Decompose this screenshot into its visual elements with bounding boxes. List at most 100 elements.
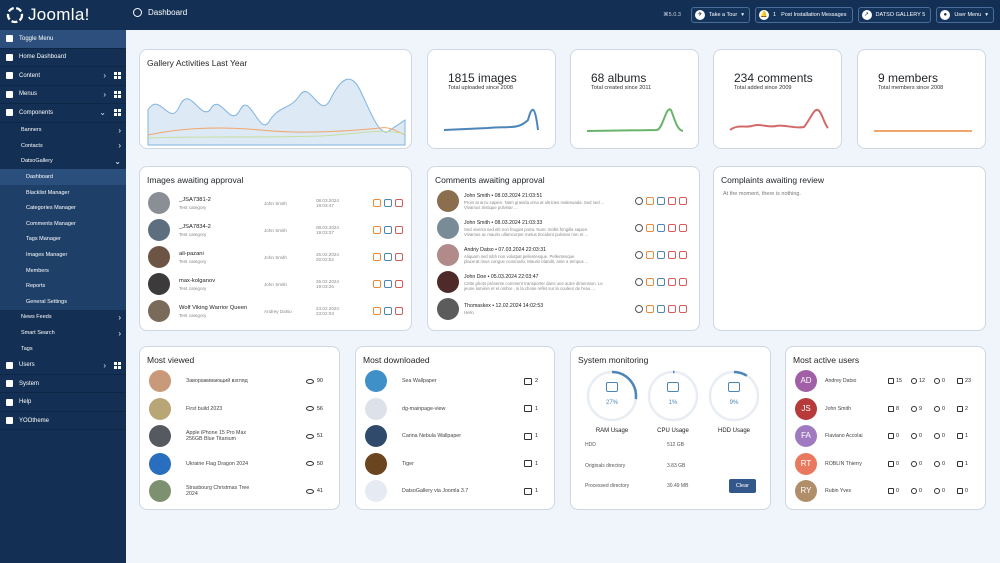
sidebar-subitem-tags[interactable]: Tags: [0, 341, 126, 357]
viewed-name[interactable]: Strasbourg Christmas Tree: [186, 485, 250, 491]
image-row[interactable]: Wolf Viking Warrior Queen Test category An…: [148, 298, 403, 324]
user-name[interactable]: ROBLIN Thierry: [825, 460, 862, 467]
user-name[interactable]: Flaviano Accolai: [825, 433, 863, 439]
dashboard-grid-icon[interactable]: [114, 90, 121, 98]
image-thumbnail[interactable]: [148, 246, 170, 268]
approve-icon[interactable]: [373, 280, 381, 288]
viewed-row[interactable]: Ukraine Flag Dragon 2024 50: [149, 451, 323, 477]
viewed-thumbnail[interactable]: [149, 397, 171, 420]
delete-icon[interactable]: [668, 278, 676, 286]
sidebar-gallery-images[interactable]: Images Manager: [0, 247, 126, 263]
edit-icon[interactable]: [657, 278, 665, 286]
reject-icon[interactable]: [395, 253, 403, 261]
edit-icon[interactable]: [657, 251, 665, 259]
sidebar-gallery-settings[interactable]: General Settings: [0, 294, 126, 310]
viewed-row[interactable]: Apple iPhone 15 Pro Max 256GB Blue Titani…: [149, 423, 323, 449]
image-name[interactable]: _JSA7381-2: [179, 196, 211, 203]
info-icon[interactable]: [635, 224, 643, 232]
viewed-row[interactable]: First build 2023 56: [149, 396, 323, 422]
user-row[interactable]: FA Flaviano Accolai 0 0 0 1: [795, 423, 975, 449]
info-icon[interactable]: [635, 278, 643, 286]
dashboard-grid-icon[interactable]: [114, 361, 121, 369]
approve-icon[interactable]: [646, 305, 654, 313]
edit-icon[interactable]: [657, 305, 665, 313]
downloaded-name[interactable]: Sea Wallpaper: [402, 378, 437, 384]
user-name[interactable]: Andrey Datso: [825, 378, 857, 384]
block-user-icon[interactable]: [679, 197, 687, 205]
approve-icon[interactable]: [646, 251, 654, 259]
info-icon[interactable]: [635, 305, 643, 313]
sidebar-subitem-smart-search[interactable]: Smart Search ›: [0, 325, 126, 341]
downloaded-name[interactable]: dg-mainpage-view: [402, 405, 446, 412]
view-icon[interactable]: [384, 199, 392, 207]
reject-icon[interactable]: [395, 199, 403, 207]
downloaded-thumbnail[interactable]: [365, 425, 387, 447]
delete-icon[interactable]: [668, 197, 676, 205]
delete-icon[interactable]: [668, 224, 676, 232]
take-tour-button[interactable]: ✈ Take a Tour ▾: [690, 7, 750, 23]
sidebar-gallery-comments[interactable]: Comments Manager: [0, 216, 126, 232]
edit-icon[interactable]: [657, 197, 665, 205]
image-row[interactable]: ali-pazani Test category John Smith 26.02.2…: [148, 244, 403, 270]
downloaded-thumbnail[interactable]: [365, 452, 387, 475]
downloaded-name[interactable]: Tiger: [402, 460, 414, 467]
downloaded-row[interactable]: DatsoGallery via Joomla 3.7 1: [365, 478, 538, 504]
downloaded-name[interactable]: DatsoGallery via Joomla 3.7: [402, 488, 469, 494]
image-thumbnail[interactable]: [148, 273, 170, 295]
sidebar-gallery-tags[interactable]: Tags Manager: [0, 231, 126, 248]
reject-icon[interactable]: [395, 280, 403, 288]
image-thumbnail[interactable]: [148, 219, 170, 241]
image-name[interactable]: max-kolganov: [179, 277, 216, 284]
block-user-icon[interactable]: [679, 305, 687, 313]
user-name[interactable]: John Smith: [825, 405, 851, 412]
user-row[interactable]: RY Rubin Yves 0 0 0 0: [795, 478, 975, 504]
user-row[interactable]: JS John Smith 8 9 0 2: [795, 396, 975, 422]
sidebar-subitem-datsogallery[interactable]: DatsoGallery ⌄: [0, 154, 126, 170]
view-icon[interactable]: [384, 253, 392, 261]
user-avatar[interactable]: JS: [795, 397, 817, 420]
approve-icon[interactable]: [373, 226, 381, 234]
dashboard-grid-icon[interactable]: [114, 72, 121, 80]
delete-icon[interactable]: [668, 251, 676, 259]
approve-icon[interactable]: [646, 278, 654, 286]
viewed-row[interactable]: Strasbourg Christmas Tree 2024 41: [149, 478, 323, 504]
info-icon[interactable]: [635, 251, 643, 259]
sidebar-subitem-banners[interactable]: Banners ›: [0, 123, 126, 139]
viewed-thumbnail[interactable]: [149, 452, 171, 475]
viewed-name[interactable]: Ukraine Flag Dragon 2024: [186, 460, 249, 467]
viewed-name[interactable]: First build 2023: [186, 405, 223, 412]
image-thumbnail[interactable]: [148, 192, 170, 214]
site-link-button[interactable]: ↗ DATSO GALLERY 5: [857, 7, 932, 23]
downloaded-row[interactable]: Sea Wallpaper 2: [365, 368, 538, 394]
user-row[interactable]: AD Andrey Datso 15 12 0 23: [795, 368, 975, 394]
user-avatar[interactable]: FA: [795, 425, 817, 447]
edit-icon[interactable]: [657, 224, 665, 232]
image-thumbnail[interactable]: [148, 300, 170, 322]
delete-icon[interactable]: [668, 305, 676, 313]
user-menu-button[interactable]: ● User Menu ▾: [936, 7, 994, 23]
view-icon[interactable]: [384, 307, 392, 315]
user-row[interactable]: RT ROBLIN Thierry 0 0 0 1: [795, 451, 975, 477]
approve-icon[interactable]: [373, 307, 381, 315]
viewed-thumbnail[interactable]: [149, 370, 171, 392]
viewed-thumbnail[interactable]: [149, 425, 171, 447]
viewed-name[interactable]: Завораживающий взгляд: [186, 378, 248, 384]
sidebar-gallery-reports[interactable]: Reports: [0, 278, 126, 295]
image-name[interactable]: Wolf Viking Warrior Queen: [179, 304, 248, 311]
downloaded-row[interactable]: Tiger 1: [365, 451, 538, 477]
sidebar-gallery-members[interactable]: Members: [0, 262, 126, 279]
sidebar-item-components[interactable]: Components ⌄: [0, 104, 126, 123]
sidebar-item-content[interactable]: Content ›: [0, 67, 126, 86]
image-name[interactable]: ali-pazani: [179, 250, 204, 257]
sidebar-gallery-blacklist[interactable]: Blacklist Manager: [0, 184, 126, 201]
sidebar-gallery-dashboard[interactable]: Dashboard: [0, 169, 126, 185]
dashboard-grid-icon[interactable]: [114, 109, 121, 117]
approve-icon[interactable]: [373, 199, 381, 207]
post-install-button[interactable]: 🔔 1 Post Installation Messages: [755, 7, 853, 23]
view-icon[interactable]: [384, 226, 392, 234]
approve-icon[interactable]: [373, 253, 381, 261]
block-user-icon[interactable]: [679, 278, 687, 286]
sidebar-item-users[interactable]: Users ›: [0, 356, 126, 375]
user-avatar[interactable]: AD: [795, 370, 817, 392]
reject-icon[interactable]: [395, 307, 403, 315]
